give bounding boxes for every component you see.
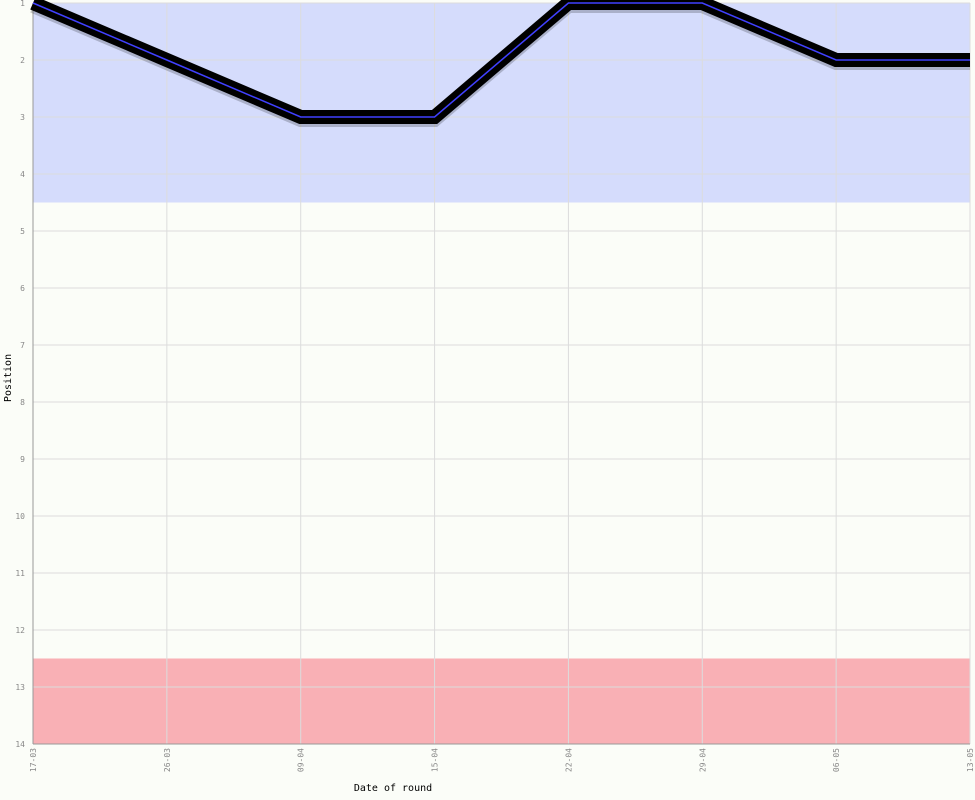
- y-tick-label: 10: [15, 512, 25, 521]
- y-tick-label: 3: [20, 113, 25, 122]
- x-tick-label: 06-05: [832, 748, 841, 772]
- x-tick-label: 29-04: [698, 748, 707, 772]
- y-tick-label: 14: [15, 740, 25, 749]
- x-tick-label: 17-03: [29, 748, 38, 772]
- x-tick-label: 09-04: [297, 748, 306, 772]
- y-tick-label: 5: [20, 227, 25, 236]
- band: [33, 3, 970, 203]
- y-tick-label: 2: [20, 56, 25, 65]
- y-tick-label: 12: [15, 626, 25, 635]
- y-tick-label: 13: [15, 683, 25, 692]
- x-tick-label: 22-04: [564, 748, 573, 772]
- x-tick-label: 13-05: [966, 748, 975, 772]
- y-tick-label: 8: [20, 398, 25, 407]
- y-tick-label: 11: [15, 569, 25, 578]
- x-tick-label: 26-03: [163, 748, 172, 772]
- x-tick-label: 15-04: [431, 748, 440, 772]
- y-tick-label: 1: [20, 0, 25, 8]
- y-tick-label: 7: [20, 341, 25, 350]
- y-axis-title: Position: [3, 354, 14, 402]
- line: [32, 2, 970, 118]
- band: [33, 658, 970, 744]
- y-tick-label: 4: [20, 170, 25, 179]
- y-tick-label: 9: [20, 455, 25, 464]
- y-tick-label: 6: [20, 284, 25, 293]
- x-axis-title: Date of round: [354, 783, 432, 794]
